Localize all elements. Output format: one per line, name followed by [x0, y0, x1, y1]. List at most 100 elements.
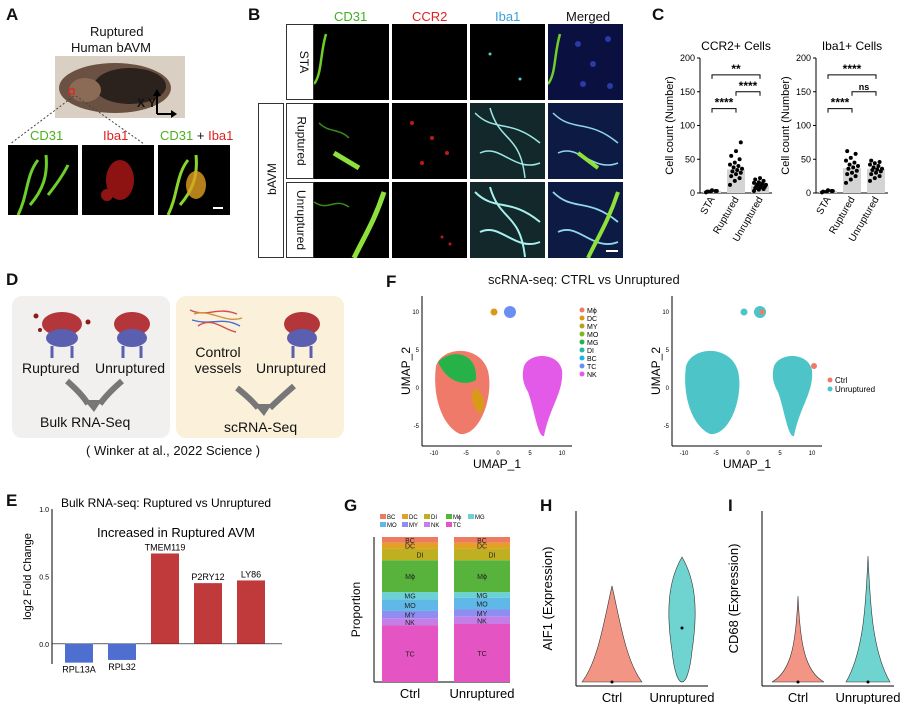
- panel-label-d: D: [6, 270, 19, 289]
- panel-a-merge-label: CD31 + Iba1: [160, 128, 233, 143]
- y-tick-label: 150: [680, 87, 695, 97]
- data-point: [729, 153, 734, 158]
- bar: [237, 580, 265, 644]
- stack-segment: [454, 609, 510, 617]
- group-box-bavm: bAVM: [258, 103, 284, 258]
- micrograph-ruptured-cd31: [314, 103, 389, 179]
- umap-x-label: UMAP_1: [723, 457, 771, 471]
- data-point: [732, 160, 737, 165]
- y-tick-label: 100: [796, 121, 811, 131]
- y-tick-label: 50: [801, 154, 811, 164]
- umap-x-tick: -5: [713, 451, 719, 457]
- data-point: [850, 170, 854, 175]
- umap-y-tick: -5: [664, 424, 670, 430]
- segment-label: MG: [404, 594, 415, 601]
- legend-swatch: [579, 307, 585, 313]
- data-point: [872, 176, 877, 181]
- legend-swatch: [446, 522, 452, 527]
- significance-bracket: [711, 74, 761, 79]
- bulk-rnaseq-label: Bulk RNA-Seq: [40, 414, 131, 430]
- data-point: [869, 158, 874, 163]
- legend-swatch: [579, 323, 585, 329]
- bulk-rnaseq-bar-chart: Bulk RNA-seq: Ruptured vs Unruptured Incr…: [22, 496, 282, 675]
- data-point: [868, 162, 872, 167]
- umap-x-tick: 10: [559, 451, 566, 457]
- micrograph-sta-merged: [548, 24, 623, 100]
- y-axis-label: CD68 (Expression): [726, 544, 741, 654]
- bar: [151, 553, 179, 644]
- legend-label: DC: [587, 316, 597, 323]
- data-point: [848, 177, 853, 182]
- row-box-unruptured: Unruptured: [286, 182, 314, 258]
- data-point: [756, 180, 761, 185]
- citation-text: ( Winker at al., 2022 Science ): [86, 443, 261, 458]
- y-axis-label: Cell count (Number): [664, 76, 676, 174]
- chart-title: CCR2+ Cells: [701, 39, 771, 53]
- schematic-drawing: [33, 309, 320, 416]
- legend-swatch: [579, 355, 585, 361]
- bar-label: RPL32: [108, 662, 136, 672]
- data-point: [872, 161, 877, 166]
- bar-label: RPL13A: [62, 665, 96, 675]
- segment-label: TC: [405, 652, 414, 659]
- chart-subtitle: Increased in Ruptured AVM: [97, 525, 255, 540]
- legend-swatch: [827, 377, 833, 383]
- umap-x-tick: 5: [528, 451, 532, 457]
- umap-ctrl-points: [811, 363, 817, 369]
- y-tick-label: 0.5: [39, 574, 49, 581]
- data-point: [737, 176, 742, 181]
- data-point: [880, 166, 884, 171]
- data-point: [877, 159, 882, 164]
- xy-axis-icon: [153, 89, 177, 118]
- bar: [108, 643, 136, 660]
- schematic-unruptured: Unruptured: [95, 360, 166, 376]
- micrograph-a-iba1: [82, 145, 154, 215]
- data-point: [728, 182, 732, 187]
- data-point: [851, 165, 856, 170]
- micrograph-unruptured-merged: [548, 182, 623, 258]
- legend-label: Unruptured: [835, 385, 875, 394]
- data-point: [761, 178, 766, 183]
- data-point: [853, 174, 858, 179]
- segment-label: DI: [489, 552, 496, 559]
- data-point: [730, 169, 735, 174]
- data-point: [875, 167, 880, 172]
- median-point: [866, 680, 870, 684]
- umap-x-tick: -10: [680, 451, 689, 457]
- umap-title: scRNA-seq: CTRL vs Unruptured: [488, 272, 680, 287]
- x-tick-label: Ctrl: [400, 686, 420, 701]
- ccr2-cells-chart: CCR2+ Cells 0 50 100 150 200 Cell count (Numbe…: [664, 39, 772, 244]
- merge-plus: +: [193, 128, 209, 143]
- data-point: [740, 166, 744, 171]
- chart-title: Bulk RNA-seq: Ruptured vs Unruptured: [61, 496, 271, 510]
- data-point: [854, 168, 859, 173]
- significance-label: ****: [831, 96, 850, 110]
- umap-x-tick: -10: [430, 451, 439, 457]
- legend-swatch: [579, 347, 585, 353]
- zoom-guide-lines: [9, 95, 145, 145]
- panel-label-g: G: [344, 496, 358, 515]
- scrnaseq-label: scRNA-Seq: [224, 419, 298, 435]
- data-point: [738, 140, 743, 145]
- data-point: [734, 149, 738, 154]
- panel-a-title-line2: Human bAVM: [71, 40, 151, 55]
- segment-label: BC: [477, 538, 487, 545]
- column-label-cd31: CD31: [334, 9, 368, 24]
- segment-label: NK: [405, 620, 415, 627]
- data-point: [845, 149, 850, 154]
- segment-label: DC: [477, 544, 487, 551]
- data-point: [738, 170, 743, 175]
- data-point: [868, 178, 872, 183]
- segment-label: Mϕ: [405, 574, 415, 581]
- legend-swatch: [579, 315, 585, 321]
- panel-a-stain2: Iba1: [103, 128, 129, 143]
- segment-label: DC: [405, 544, 415, 551]
- umap-y-tick: 0: [666, 386, 670, 392]
- stack-segment: [454, 542, 510, 549]
- schematic-unruptured-2: Unruptured: [256, 360, 327, 376]
- y-tick-label: 50: [685, 154, 695, 164]
- umap-y-tick: 10: [662, 310, 669, 316]
- micrograph-sta-ccr2: [392, 24, 467, 100]
- micrograph-ruptured-iba1: [470, 103, 545, 179]
